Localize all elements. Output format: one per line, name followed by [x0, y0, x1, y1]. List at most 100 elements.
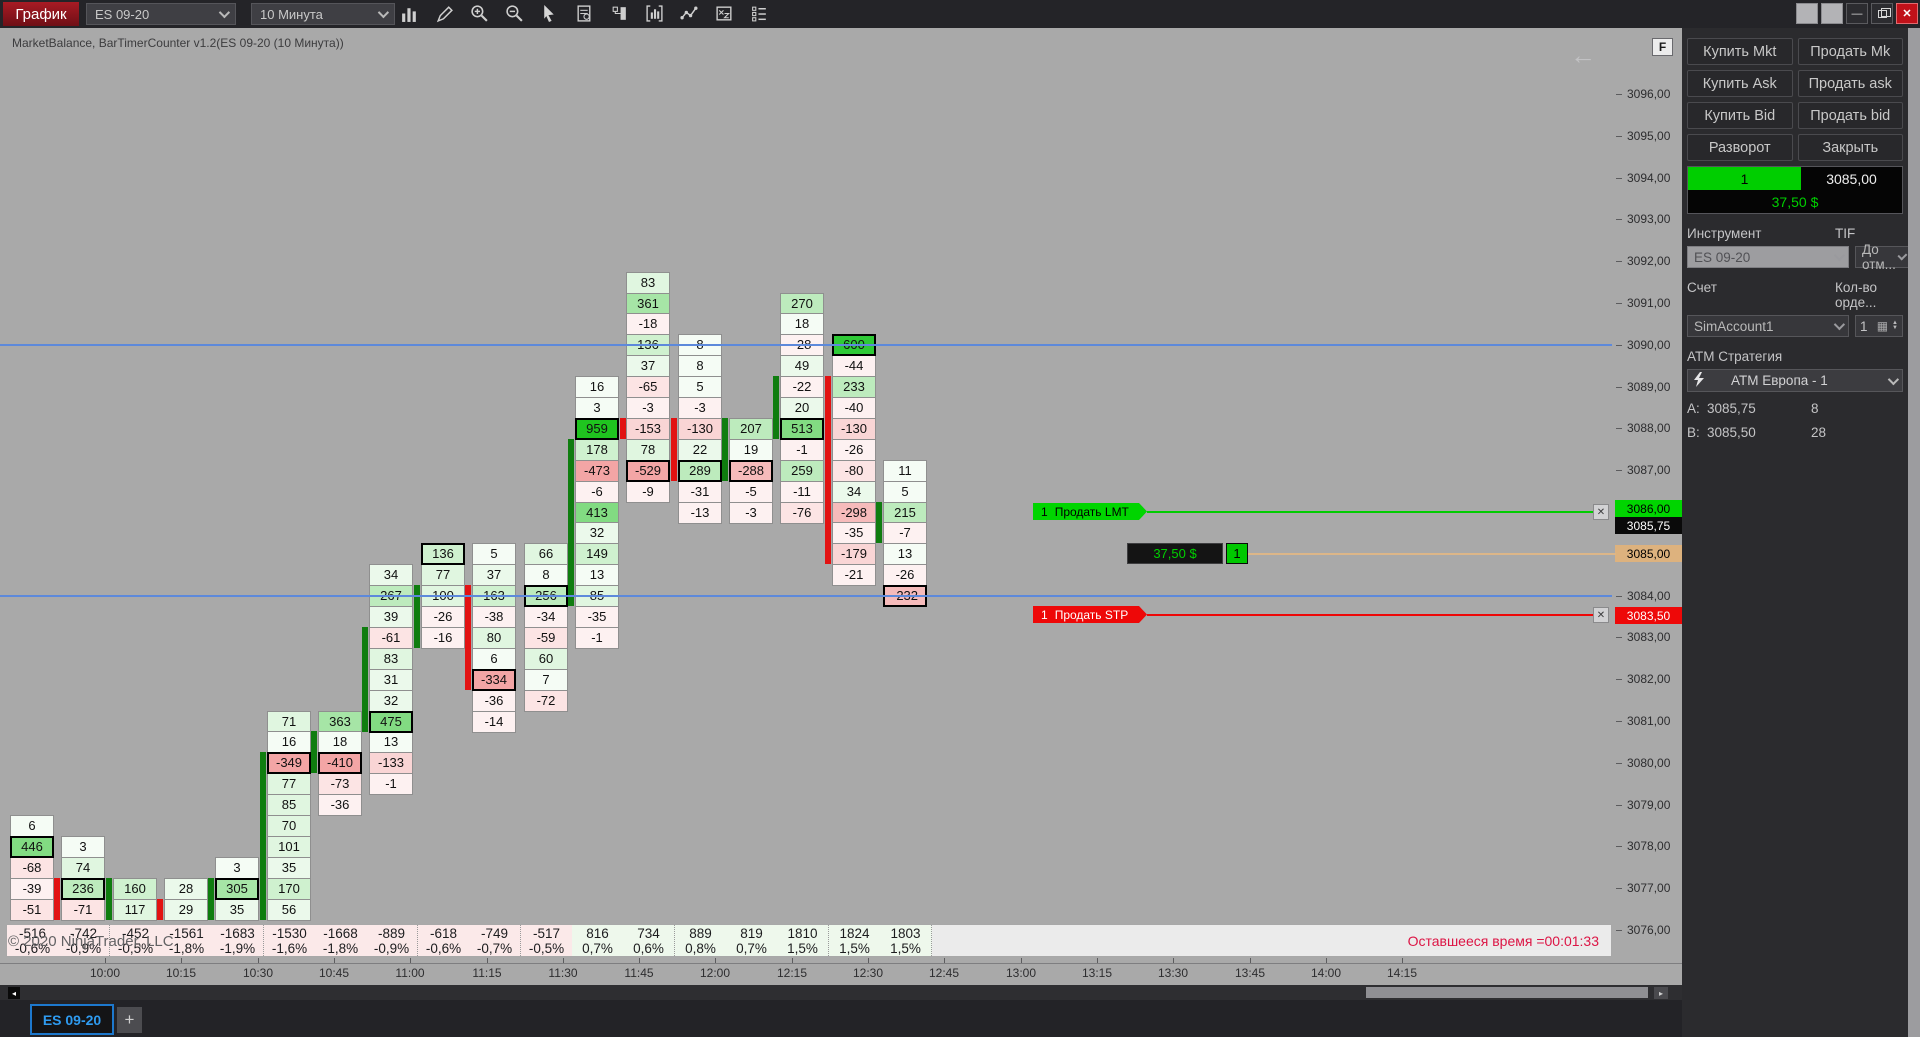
sell-stop-order-line[interactable]	[1147, 614, 1593, 616]
data-box-icon[interactable]	[575, 4, 594, 23]
minimize-button[interactable]: —	[1846, 3, 1868, 24]
zoom-out-icon[interactable]	[505, 4, 524, 23]
bar-delta-value: 1824	[839, 926, 870, 941]
chart-area[interactable]: MarketBalance, BarTimerCounter v1.2(ES 0…	[0, 28, 1682, 985]
footprint-cell: 70	[267, 815, 311, 837]
chevron-down-icon	[1887, 373, 1900, 385]
footprint-cell: -410	[318, 752, 362, 774]
close-position-button[interactable]: Закрыть	[1797, 134, 1903, 161]
buy-bid-button[interactable]: Купить Bid	[1687, 102, 1793, 129]
cancel-stop-icon[interactable]: ✕	[1593, 607, 1609, 623]
cancel-limit-icon[interactable]: ✕	[1593, 504, 1609, 520]
tif-dropdown[interactable]: До отм...	[1855, 242, 1911, 272]
properties-icon[interactable]	[750, 4, 769, 23]
sell-mkt-button[interactable]: Продать Mk	[1797, 38, 1903, 65]
time-tick	[1021, 958, 1022, 963]
footprint-cell: 101	[267, 836, 311, 858]
footprint-cell: -1	[369, 773, 413, 795]
time-axis-label: 12:45	[928, 966, 960, 980]
account-dropdown[interactable]: SimAccount1	[1687, 315, 1849, 337]
panel-instrument-dropdown[interactable]: ES 09-20	[1687, 246, 1849, 268]
zoom-in-icon[interactable]	[470, 4, 489, 23]
footprint-cell: -71	[61, 899, 105, 921]
instrument-label: Инструмент	[1687, 226, 1762, 241]
scrollbar-right-icon[interactable]: ▸	[1654, 987, 1668, 999]
footprint-cell: -298	[832, 502, 876, 524]
support-resistance-line[interactable]	[0, 595, 1612, 597]
lightning-icon	[1694, 371, 1705, 390]
reverse-button[interactable]: Разворот	[1687, 134, 1793, 161]
order-buttons: Купить Mkt Продать Mk Купить Ask Продать…	[1687, 38, 1903, 161]
layout-button-2[interactable]	[1821, 3, 1843, 24]
time-tick	[563, 958, 564, 963]
close-button[interactable]: ✕	[1896, 3, 1918, 24]
layout-button-1[interactable]	[1796, 3, 1818, 24]
footprint-cell: 35	[267, 857, 311, 879]
bar-delta-percent: -1,8%	[168, 941, 205, 956]
pencil-icon[interactable]	[435, 4, 454, 23]
time-tick	[1097, 958, 1098, 963]
bar-delta-value: -1561	[169, 926, 204, 941]
bid-price: 3085,50	[1707, 425, 1756, 440]
strategies-icon[interactable]	[715, 4, 734, 23]
footprint-cell: 13	[883, 543, 927, 565]
footprint-cell: -11	[780, 481, 824, 503]
chevron-down-icon	[218, 6, 231, 19]
order-qty-input[interactable]: 1 ▦ ▲ ▼	[1855, 315, 1903, 337]
buy-ask-button[interactable]: Купить Ask	[1687, 70, 1793, 97]
position-qty-box: 1	[1226, 543, 1248, 564]
sell-limit-order-tag[interactable]: 1 Продать LMT	[1033, 503, 1147, 520]
footprint-cell: 6	[472, 648, 516, 670]
horizontal-scrollbar[interactable]: ◂ ▸	[0, 985, 1682, 1000]
tab-es-09-20[interactable]: ES 09-20	[30, 1004, 114, 1035]
sell-ask-button[interactable]: Продать ask	[1797, 70, 1903, 97]
price-axis-label: 3096,00	[1627, 87, 1671, 101]
footprint-cell: -72	[524, 690, 568, 712]
price-tick	[1616, 428, 1622, 429]
add-tab-button[interactable]: +	[117, 1007, 142, 1033]
price-axis-label: 3082,00	[1627, 672, 1671, 686]
footprint-cell: 7	[524, 669, 568, 691]
sell-bid-button[interactable]: Продать bid	[1797, 102, 1903, 129]
price-tick	[1616, 470, 1622, 471]
price-axis-label: 3084,00	[1627, 589, 1671, 603]
restore-button[interactable]	[1871, 3, 1893, 24]
snap-mode-icon[interactable]	[610, 4, 629, 23]
footprint-cell: -14	[472, 711, 516, 733]
support-resistance-line[interactable]	[0, 344, 1612, 346]
instrument-dropdown[interactable]: ES 09-20	[86, 3, 236, 25]
sell-stop-order-tag[interactable]: 1 Продать STP	[1033, 606, 1147, 623]
period-dropdown[interactable]: 10 Минута	[251, 3, 395, 25]
time-axis-label: 12:30	[852, 966, 884, 980]
bar-delta-summary: -749 -0,7%	[469, 925, 521, 956]
scroll-left-icon[interactable]: ←	[1570, 40, 1596, 70]
footprint-cell: 959	[575, 418, 619, 440]
calculator-icon[interactable]: ▦	[1876, 319, 1889, 333]
footprint-cell: -65	[626, 376, 670, 398]
indicators-icon[interactable]	[680, 4, 699, 23]
sell-limit-order-line[interactable]	[1147, 511, 1593, 513]
buy-pressure-bar	[106, 878, 112, 920]
buy-mkt-button[interactable]: Купить Mkt	[1687, 38, 1793, 65]
footprint-cell: -18	[626, 313, 670, 335]
bar-delta-value: -618	[429, 926, 458, 941]
chart-menu-button[interactable]: График	[3, 2, 79, 26]
scrollbar-left-icon[interactable]: ◂	[8, 987, 20, 999]
footprint-cell: 8	[678, 355, 722, 377]
time-axis-label: 11:00	[395, 966, 425, 980]
chart-panel-icon[interactable]	[645, 4, 664, 23]
order-qty: 1	[1041, 607, 1048, 622]
cursor-icon[interactable]	[540, 4, 559, 23]
buy-pressure-bar	[311, 731, 317, 773]
atm-strategy-dropdown[interactable]: ATM Европа - 1	[1687, 369, 1903, 392]
price-tick	[1616, 345, 1622, 346]
fixed-scale-button[interactable]: F	[1652, 38, 1673, 56]
time-axis-label: 13:45	[1234, 966, 1266, 980]
qty-stepper[interactable]: ▲ ▼	[1892, 320, 1898, 331]
panel-scrollbar[interactable]	[1908, 28, 1920, 1037]
bar-chart-icon[interactable]	[400, 4, 419, 23]
scrollbar-handle[interactable]	[1366, 987, 1648, 998]
order-qty-value: 1	[1860, 318, 1868, 334]
footprint-cell: 363	[318, 711, 362, 733]
price-axis-label: 3089,00	[1627, 380, 1671, 394]
